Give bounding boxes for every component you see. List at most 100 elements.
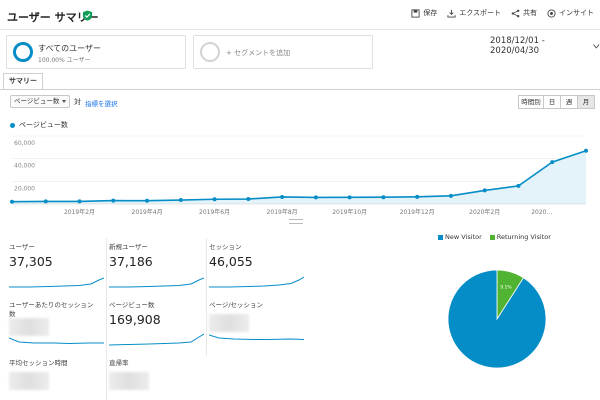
y-tick-label: 20,000 xyxy=(14,185,35,192)
resize-handle[interactable] xyxy=(289,219,303,224)
segment-name: すべてのユーザー xyxy=(38,44,101,53)
date-range-picker[interactable]: 2018/12/01 - 2020/04/30 xyxy=(490,36,600,56)
metric-label: ユーザーあたりのセッション数 xyxy=(9,301,94,318)
sparkline xyxy=(209,276,304,288)
data-point xyxy=(212,197,217,202)
date-range-text: 2018/12/01 - 2020/04/30 xyxy=(490,36,545,56)
metric-pageviews[interactable]: ページビュー数 169,908 xyxy=(106,296,204,356)
metric-label: 新規ユーザー xyxy=(109,243,148,251)
data-point xyxy=(280,194,285,199)
metric-pages-per-session[interactable]: ページ/セッション xyxy=(206,296,304,356)
x-tick-label: 2019年4月 xyxy=(132,208,163,216)
add-segment-button[interactable]: + セグメントを追加 xyxy=(193,35,373,69)
series-line xyxy=(11,149,587,203)
data-point xyxy=(145,198,150,203)
data-point xyxy=(584,148,588,153)
dropdown-caret-icon xyxy=(62,100,66,103)
share-button[interactable]: 共有 xyxy=(511,8,537,18)
y-tick-label: 40,000 xyxy=(14,163,35,170)
metric-bounce-rate[interactable]: 直帰率 xyxy=(106,354,202,400)
x-tick-label: 2020年2月 xyxy=(469,208,500,216)
insights-button[interactable]: インサイト xyxy=(547,8,594,18)
data-point xyxy=(347,195,352,200)
metric-value: 37,305 xyxy=(9,254,53,269)
x-tick-label: 2019年8月 xyxy=(267,208,298,216)
data-point xyxy=(178,198,183,203)
metric-sessions[interactable]: セッション 46,055 xyxy=(206,238,304,298)
share-label: 共有 xyxy=(523,9,537,17)
chevron-down-icon xyxy=(593,43,600,49)
legend-item-returning: Returning Visitor xyxy=(489,233,551,241)
period-month-button[interactable]: 月 xyxy=(577,95,595,109)
metric-select-value: ページビュー数 xyxy=(14,97,60,105)
sparkline xyxy=(9,337,104,345)
empty-segment-ring-icon xyxy=(200,42,220,62)
series-area xyxy=(12,150,586,204)
data-point xyxy=(415,194,420,199)
metric-value: 37,186 xyxy=(109,254,153,269)
save-button[interactable]: 保存 xyxy=(411,8,437,18)
metric-label: 平均セッション時間 xyxy=(9,359,68,367)
export-button[interactable]: エクスポート xyxy=(447,8,501,18)
chart-legend: ページビュー数 xyxy=(10,120,68,130)
pie-slice xyxy=(447,269,547,369)
x-tick-label: 2020... xyxy=(531,209,552,216)
metric-sessions-per-user[interactable]: ユーザーあたりのセッション数 xyxy=(6,296,104,356)
tab-summary[interactable]: サマリー xyxy=(3,73,43,89)
segment-share: 100.00% ユーザー xyxy=(38,57,91,64)
sparkline xyxy=(109,277,204,288)
data-point xyxy=(313,195,318,200)
legend-item-new: New Visitor xyxy=(438,233,482,241)
data-point xyxy=(550,160,555,165)
metric-users[interactable]: ユーザー 37,305 xyxy=(6,238,104,298)
header-bar: ユーザー サマリー 保存 エクスポート 共有 インサイト xyxy=(0,0,600,30)
blurred-value xyxy=(9,372,49,390)
insights-icon xyxy=(547,8,556,18)
metric-new-users[interactable]: 新規ユーザー 37,186 xyxy=(106,238,204,298)
legend-dot-icon xyxy=(10,122,15,128)
data-point xyxy=(77,199,82,204)
segment-all-users[interactable]: すべてのユーザー 100.00% ユーザー xyxy=(6,35,186,69)
metric-label: 直帰率 xyxy=(109,359,129,367)
sparkline xyxy=(209,334,304,340)
header-actions: 保存 エクスポート 共有 インサイト xyxy=(411,8,594,18)
legend-label: ページビュー数 xyxy=(19,121,68,129)
data-point xyxy=(10,199,14,204)
period-toggle: 時間別 日 週 月 xyxy=(518,95,595,109)
add-segment-label: + セグメントを追加 xyxy=(226,49,291,57)
share-icon xyxy=(511,9,520,17)
visitor-pie-chart: 9.1% 90.9% xyxy=(447,269,547,377)
verified-shield-icon xyxy=(82,10,93,21)
data-point xyxy=(111,198,116,203)
insights-label: インサイト xyxy=(559,9,594,17)
y-tick-label: 60,000 xyxy=(14,140,35,147)
pie-slice-label: 9.1% xyxy=(500,284,512,290)
pie-legend: New Visitor Returning Visitor xyxy=(438,233,551,241)
data-point xyxy=(516,183,521,188)
metric-label: ページビュー数 xyxy=(109,301,155,309)
tab-divider xyxy=(0,89,600,90)
metric-value: 169,908 xyxy=(109,312,161,327)
metric-avg-session-duration[interactable]: 平均セッション時間 xyxy=(6,354,102,400)
blurred-value xyxy=(109,372,149,390)
data-point xyxy=(482,188,487,193)
blurred-value xyxy=(209,314,249,332)
period-hourly-button[interactable]: 時間別 xyxy=(518,95,544,109)
metric-value: 46,055 xyxy=(209,254,253,269)
save-icon xyxy=(411,8,420,18)
metric-select[interactable]: ページビュー数 xyxy=(10,95,70,108)
period-day-button[interactable]: 日 xyxy=(543,95,561,109)
pageviews-chart: 60,000 40,000 20,000 2019年2月 2019年4月 2019年6月 2… xyxy=(10,135,588,216)
x-tick-label: 2019年2月 xyxy=(64,208,95,216)
x-tick-label: 2019年6月 xyxy=(199,208,230,216)
x-tick-label: 2019年10月 xyxy=(332,208,367,216)
segment-ring-icon xyxy=(13,42,33,62)
select-metric-link[interactable]: 指標を選択 xyxy=(85,100,118,108)
data-point xyxy=(246,197,251,202)
sparkline xyxy=(9,277,104,288)
data-point xyxy=(448,193,453,198)
page-title: ユーザー サマリー xyxy=(7,11,99,24)
metric-label: ユーザー xyxy=(9,243,35,251)
sparkline xyxy=(109,333,204,346)
period-week-button[interactable]: 週 xyxy=(560,95,578,109)
